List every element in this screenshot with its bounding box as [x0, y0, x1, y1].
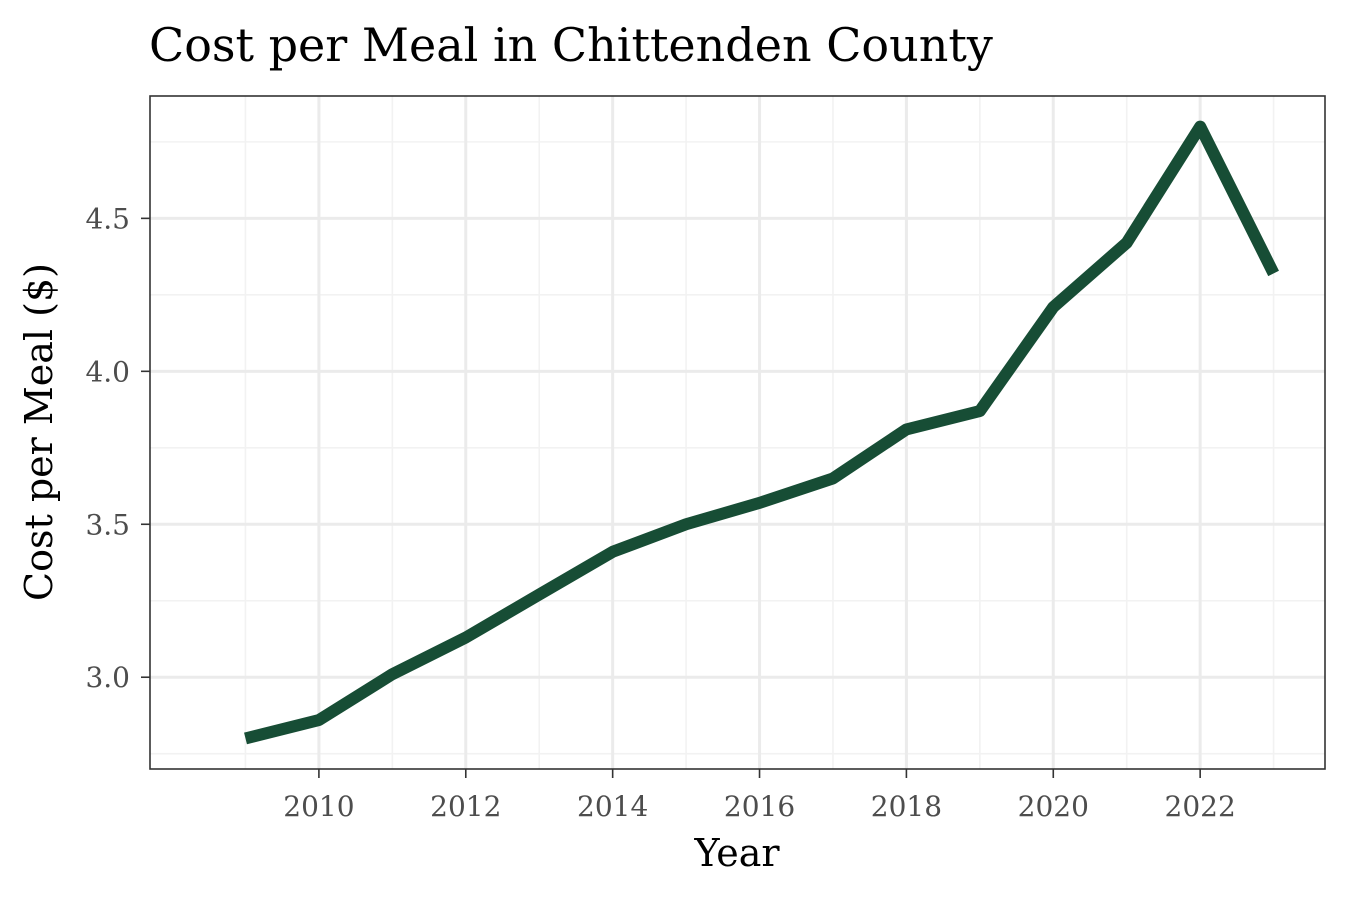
y-tick-label: 3.5 [85, 508, 130, 541]
x-tick-label: 2018 [871, 790, 942, 823]
y-tick-label: 4.0 [85, 355, 130, 388]
x-tick-label: 2010 [283, 790, 354, 823]
x-tick-label: 2022 [1165, 790, 1236, 823]
chart-title: Cost per Meal in Chittenden County [149, 18, 993, 72]
y-tick-label: 3.0 [85, 661, 130, 694]
x-tick-label: 2020 [1018, 790, 1089, 823]
x-tick-label: 2014 [577, 790, 648, 823]
x-axis-title: Year [693, 831, 780, 875]
y-tick-label: 4.5 [85, 202, 130, 235]
y-axis-title: Cost per Meal ($) [17, 263, 61, 601]
panel-border [149, 95, 1326, 770]
x-tick-label: 2012 [430, 790, 501, 823]
minor-grid [150, 96, 1325, 769]
x-axis-ticks: 2010 2012 2014 2016 2018 2020 2022 [283, 769, 1236, 823]
series-layer [244, 120, 1279, 745]
y-axis-ticks: 3.0 3.5 4.0 4.5 [85, 202, 150, 694]
x-tick-label: 2016 [724, 790, 795, 823]
series-line [244, 120, 1279, 745]
